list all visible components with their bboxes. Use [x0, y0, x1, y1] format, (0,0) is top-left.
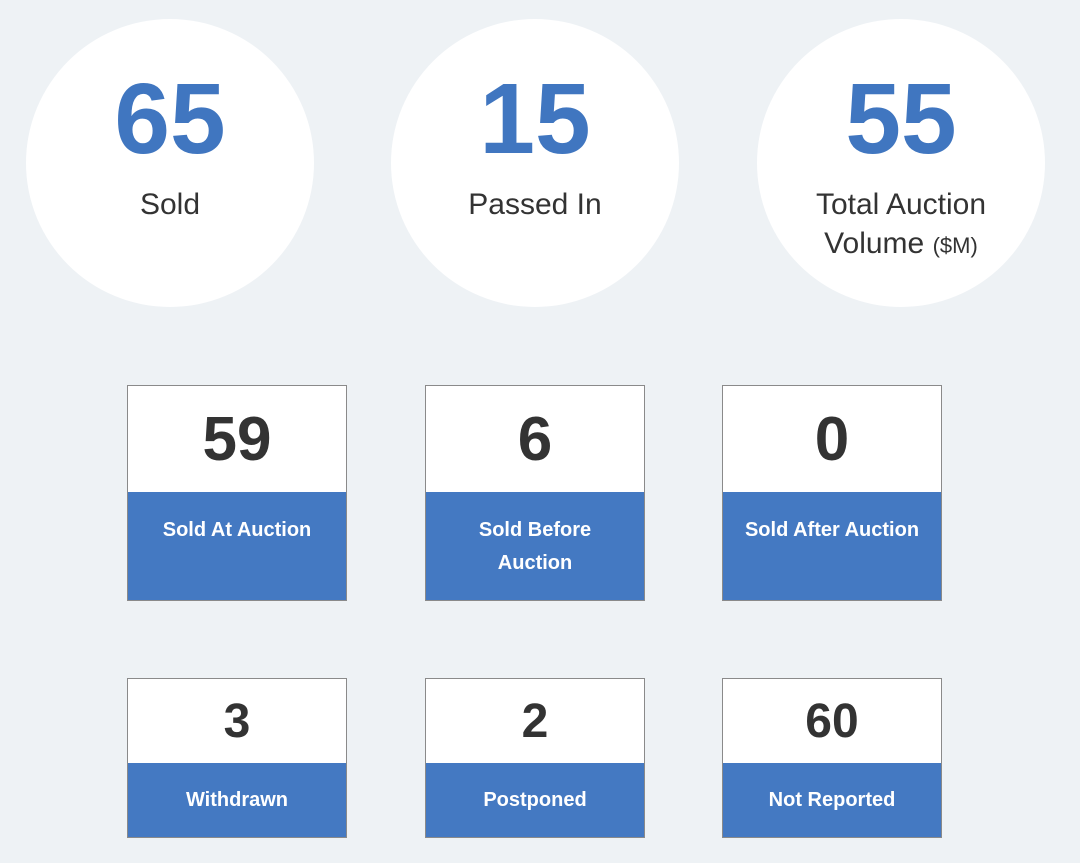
card-not-reported: 60 Not Reported: [722, 678, 942, 838]
stat-total-volume-unit: ($M): [932, 233, 978, 258]
card-withdrawn-value: 3: [128, 679, 346, 763]
stat-total-volume-label-line2: Volume ($M): [757, 224, 1045, 265]
card-sold-after-auction: 0 Sold After Auction: [722, 385, 942, 601]
card-sold-before-auction-label: Sold Before Auction: [426, 492, 644, 600]
card-postponed-value: 2: [426, 679, 644, 763]
card-sold-after-auction-label: Sold After Auction: [723, 492, 941, 600]
card-not-reported-label: Not Reported: [723, 763, 941, 837]
card-sold-before-auction-value: 6: [426, 386, 644, 492]
stat-sold: 65 Sold: [26, 19, 314, 307]
stat-total-volume-label: Total Auction Volume ($M): [757, 185, 1045, 265]
card-withdrawn: 3 Withdrawn: [127, 678, 347, 838]
card-sold-at-auction-value: 59: [128, 386, 346, 492]
stat-total-volume-label-volume: Volume: [824, 227, 925, 260]
card-postponed: 2 Postponed: [425, 678, 645, 838]
summary-stats: 65 Sold 15 Passed In 55 Total Auction Vo…: [0, 0, 1080, 330]
card-sold-at-auction: 59 Sold At Auction: [127, 385, 347, 601]
stat-total-volume-label-line1: Total Auction: [815, 188, 987, 221]
stat-passed-in-label: Passed In: [468, 188, 602, 221]
card-postponed-label: Postponed: [426, 763, 644, 837]
stat-total-volume-value: 55: [845, 63, 957, 175]
stat-passed-in: 15 Passed In: [391, 19, 679, 307]
stat-passed-in-value: 15: [479, 63, 591, 175]
card-sold-after-auction-value: 0: [723, 386, 941, 492]
stat-total-volume: 55 Total Auction Volume ($M): [757, 19, 1045, 307]
card-withdrawn-label: Withdrawn: [128, 763, 346, 837]
stat-sold-label: Sold: [139, 188, 201, 221]
stat-sold-value: 65: [114, 63, 226, 175]
card-not-reported-value: 60: [723, 679, 941, 763]
card-sold-before-auction: 6 Sold Before Auction: [425, 385, 645, 601]
card-sold-at-auction-label: Sold At Auction: [128, 492, 346, 600]
